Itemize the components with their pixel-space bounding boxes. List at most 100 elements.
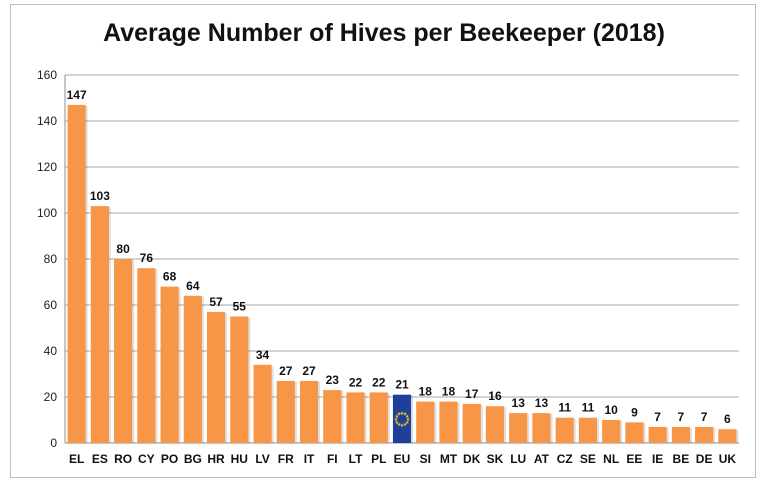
y-tick-label: 140: [37, 114, 57, 128]
bar: [323, 390, 342, 443]
chart-title: Average Number of Hives per Beekeeper (2…: [103, 19, 665, 47]
data-label: 7: [654, 410, 661, 424]
bar: [695, 426, 714, 443]
eu-star-icon: ★: [406, 417, 411, 423]
data-label: 11: [582, 401, 595, 415]
bar-eu: [392, 394, 412, 443]
x-tick-label: DE: [696, 452, 713, 466]
eu-star-icon: ★: [400, 411, 405, 417]
bar: [183, 295, 202, 443]
data-label: 76: [140, 251, 154, 265]
y-tick-label: 40: [44, 344, 58, 358]
data-label: 21: [395, 378, 409, 392]
data-label: 80: [116, 242, 130, 256]
data-label: 34: [256, 348, 270, 362]
x-tick-label: EL: [69, 452, 84, 466]
y-tick-label: 120: [37, 160, 57, 174]
bar: [253, 364, 272, 443]
bar: [555, 417, 574, 443]
data-label: 55: [233, 300, 247, 314]
x-tick-label: SK: [487, 452, 504, 466]
bar: [137, 268, 156, 443]
eu-star-icon: ★: [403, 422, 408, 428]
x-tick-label: LV: [255, 452, 269, 466]
data-label: 18: [419, 385, 433, 399]
data-label: 11: [558, 401, 571, 415]
x-tick-label: EU: [394, 452, 411, 466]
bar: [532, 413, 551, 443]
bar: [416, 401, 435, 443]
x-tick-label: MT: [440, 452, 458, 466]
data-label: 64: [186, 279, 200, 293]
eu-star-icon: ★: [405, 420, 410, 426]
bar: [160, 286, 179, 443]
bar: [369, 392, 388, 443]
bar: [485, 406, 505, 443]
x-tick-label: FI: [327, 452, 338, 466]
data-label: 68: [163, 270, 177, 284]
x-tick-label: ES: [92, 452, 108, 466]
x-tick-label: SE: [580, 452, 596, 466]
eu-star-icon: ★: [400, 423, 405, 429]
bar: [346, 392, 365, 443]
x-tick-label: EE: [626, 452, 642, 466]
bar: [625, 422, 644, 443]
data-label: 10: [604, 403, 618, 417]
x-tick-label: CY: [138, 452, 155, 466]
x-tick-label: SI: [420, 452, 431, 466]
data-label: 13: [535, 396, 549, 410]
bar: [509, 413, 528, 443]
data-label: 6: [724, 412, 731, 426]
data-label: 17: [465, 387, 479, 401]
bar: [114, 259, 133, 443]
bar: [207, 311, 226, 443]
x-tick-label: HU: [231, 452, 248, 466]
y-tick-label: 20: [44, 390, 58, 404]
data-label: 57: [209, 295, 223, 309]
bar: [90, 206, 109, 443]
x-tick-label: FR: [278, 452, 294, 466]
data-label: 147: [67, 88, 87, 102]
data-label: 22: [372, 375, 386, 389]
bar: [439, 401, 458, 443]
bar: [648, 426, 667, 443]
chart-frame: Average Number of Hives per Beekeeper (2…: [10, 4, 756, 478]
data-label: 103: [90, 189, 110, 203]
y-tick-label: 160: [37, 68, 57, 82]
data-label: 7: [701, 410, 708, 424]
x-tick-label: LU: [510, 452, 526, 466]
x-tick-label: UK: [719, 452, 737, 466]
data-label: 27: [302, 364, 316, 378]
bar: [462, 403, 481, 443]
x-tick-label: PL: [371, 452, 386, 466]
y-tick-label: 0: [50, 436, 57, 450]
eu-star-icon: ★: [405, 414, 410, 420]
y-tick-label: 60: [44, 298, 58, 312]
eu-star-icon: ★: [395, 414, 400, 420]
bar: [671, 426, 690, 443]
x-tick-label: HR: [207, 452, 225, 466]
data-label: 9: [631, 405, 638, 419]
x-tick-label: RO: [114, 452, 132, 466]
bar-chart: 020406080100120140160147EL103ES80RO76CY6…: [37, 68, 739, 466]
bar: [230, 316, 249, 443]
bar: [602, 420, 621, 443]
x-tick-label: IT: [304, 452, 315, 466]
y-tick-label: 100: [37, 206, 57, 220]
x-tick-label: DK: [463, 452, 481, 466]
x-tick-label: BG: [184, 452, 202, 466]
x-tick-label: PO: [161, 452, 178, 466]
x-tick-label: BE: [673, 452, 690, 466]
data-label: 7: [678, 410, 685, 424]
y-tick-label: 80: [44, 252, 58, 266]
eu-star-icon: ★: [397, 422, 402, 428]
bar: [67, 104, 86, 444]
x-tick-label: NL: [603, 452, 619, 466]
data-label: 18: [442, 385, 456, 399]
eu-star-icon: ★: [403, 412, 408, 418]
bar: [578, 417, 597, 443]
eu-star-icon: ★: [394, 417, 399, 423]
x-tick-label: CZ: [557, 452, 573, 466]
x-tick-label: AT: [534, 452, 550, 466]
data-label: 22: [349, 375, 363, 389]
